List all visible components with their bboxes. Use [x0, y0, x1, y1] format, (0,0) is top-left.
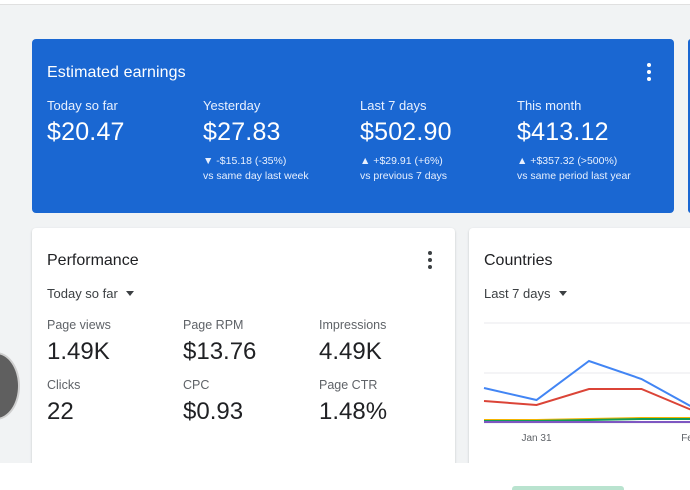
metric-value: 1.49K [47, 338, 110, 365]
earnings-label: Yesterday [203, 98, 261, 113]
countries-line-chart[interactable]: Jan 31 Feb 2 [469, 228, 690, 468]
earnings-label: Today so far [47, 98, 118, 113]
performance-card[interactable]: Performance Today so far Page views 1.49… [32, 228, 455, 468]
performance-range-label: Today so far [47, 286, 118, 301]
metric-value: 22 [47, 398, 74, 425]
earnings-compare: vs same day last week [203, 170, 309, 182]
earnings-this-month[interactable]: This month $413.12 ▲ +$357.32 (>500%) vs… [517, 98, 672, 182]
estimated-earnings-card[interactable]: Estimated earnings Today so far $20.47 Y… [32, 39, 674, 213]
performance-title: Performance [47, 252, 139, 269]
countries-range-label: Last 7 days [484, 286, 551, 301]
top-strip [0, 0, 690, 5]
metric-label: Impressions [319, 318, 387, 332]
earnings-delta: ▼ -$15.18 (-35%) [203, 155, 287, 167]
more-vert-icon[interactable] [421, 250, 439, 270]
metric-label: Page RPM [183, 318, 244, 332]
caret-down-icon [125, 291, 134, 296]
metric-label: Clicks [47, 378, 81, 392]
chart-line-series-blue[interactable] [483, 359, 690, 408]
metric-page-rpm: Page RPM $13.76 [183, 318, 256, 366]
metric-label: Page views [47, 318, 111, 332]
metric-value: 1.48% [319, 398, 388, 425]
chart-x-tick-label: Jan 31 [521, 433, 551, 444]
earnings-delta: ▲ +$357.32 (>500%) [517, 155, 618, 167]
metric-label: Page CTR [319, 378, 378, 392]
earnings-today[interactable]: Today so far $20.47 [47, 98, 202, 147]
bottom-pill [512, 486, 624, 490]
earnings-label: This month [517, 98, 582, 113]
countries-range-dropdown[interactable]: Last 7 days [484, 286, 567, 301]
caret-down-icon [558, 291, 567, 296]
earnings-delta: ▲ +$29.91 (+6%) [360, 155, 443, 167]
metric-value: $0.93 [183, 398, 244, 425]
metric-label: CPC [183, 378, 210, 392]
metric-page-views: Page views 1.49K [47, 318, 111, 366]
earnings-value: $20.47 [47, 118, 125, 146]
earnings-value: $502.90 [360, 118, 452, 146]
bottom-area [0, 463, 690, 490]
chart-line-series-red[interactable] [483, 388, 690, 411]
next-card-peek [688, 39, 690, 213]
metric-page-ctr: Page CTR 1.48% [319, 378, 387, 426]
earnings-label: Last 7 days [360, 98, 427, 113]
earnings-last-7-days[interactable]: Last 7 days $502.90 ▲ +$29.91 (+6%) vs p… [360, 98, 515, 182]
earnings-yesterday[interactable]: Yesterday $27.83 ▼ -$15.18 (-35%) vs sam… [203, 98, 358, 182]
floating-overlay-button[interactable] [0, 352, 20, 420]
performance-range-dropdown[interactable]: Today so far [47, 286, 134, 301]
metric-impressions: Impressions 4.49K [319, 318, 386, 366]
earnings-compare: vs previous 7 days [360, 170, 447, 182]
metric-clicks: Clicks 22 [47, 378, 80, 426]
earnings-value: $413.12 [517, 118, 609, 146]
chart-x-tick-label: Feb 2 [681, 433, 690, 444]
countries-card[interactable]: Countries Last 7 days Jan 31 Feb 2 [469, 228, 690, 468]
more-vert-icon[interactable] [640, 62, 658, 82]
countries-title: Countries [484, 252, 553, 269]
metric-cpc: CPC $0.93 [183, 378, 243, 426]
metric-value: 4.49K [319, 338, 382, 365]
metric-value: $13.76 [183, 338, 257, 365]
earnings-value: $27.83 [203, 118, 281, 146]
earnings-compare: vs same period last year [517, 170, 631, 182]
estimated-earnings-title: Estimated earnings [47, 64, 186, 81]
